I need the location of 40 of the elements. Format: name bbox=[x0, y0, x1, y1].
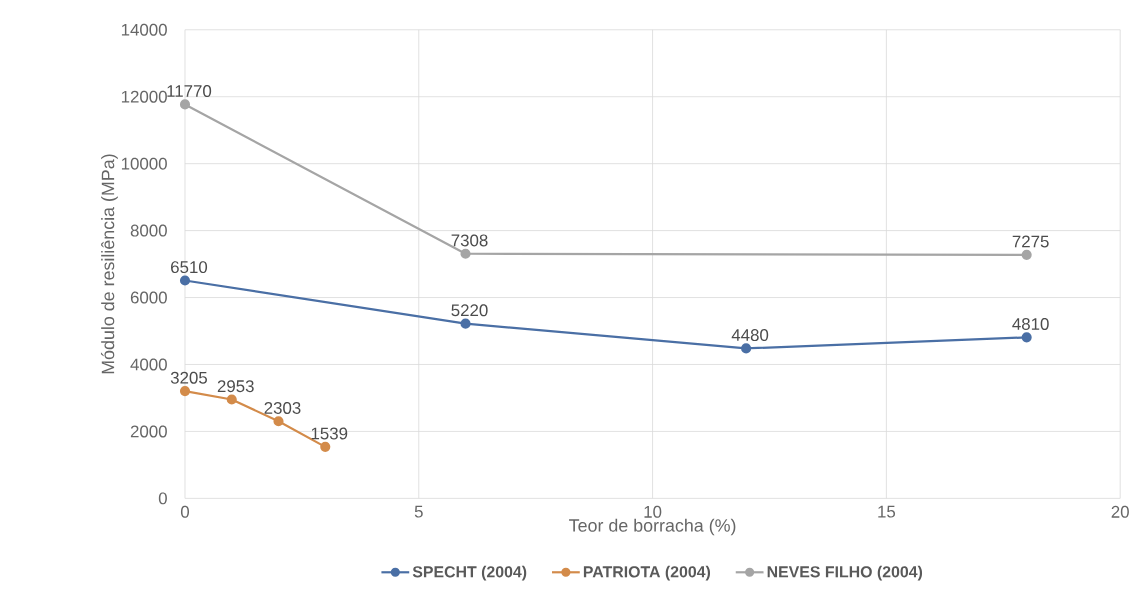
data-label: 6510 bbox=[171, 261, 208, 274]
data-label: 4810 bbox=[1012, 318, 1049, 331]
y-tick-label: 12000 bbox=[121, 90, 167, 103]
point bbox=[460, 318, 471, 329]
data-label: 7275 bbox=[1012, 235, 1049, 248]
data-label: 2953 bbox=[217, 380, 254, 393]
x-axis-title: Teor de borracha (%) bbox=[569, 518, 736, 536]
legend-label: SPECHT (2004) bbox=[412, 566, 527, 581]
point bbox=[1021, 250, 1032, 261]
legend-label: PATRIOTA (2004) bbox=[583, 566, 711, 581]
x-tick-label: 0 bbox=[180, 506, 190, 519]
legend-label: NEVES FILHO (2004) bbox=[767, 566, 923, 581]
point bbox=[1021, 332, 1032, 343]
point bbox=[320, 442, 331, 453]
data-label: 7308 bbox=[451, 234, 488, 247]
point bbox=[179, 99, 191, 110]
y-axis-title: Módulo de resiliência (MPa) bbox=[100, 154, 118, 374]
x-tick-label: 15 bbox=[878, 506, 896, 518]
point bbox=[741, 343, 752, 354]
point bbox=[273, 416, 284, 427]
x-tick-label: 20 bbox=[1111, 506, 1129, 519]
point bbox=[226, 394, 237, 405]
point bbox=[179, 275, 191, 286]
y-tick-label: 2000 bbox=[130, 425, 167, 438]
x-tick-label: 5 bbox=[414, 506, 423, 518]
data-label: 11770 bbox=[167, 85, 212, 98]
y-tick-label: 14000 bbox=[121, 24, 167, 36]
y-tick-label: 8000 bbox=[130, 224, 167, 237]
data-label: 4480 bbox=[731, 329, 769, 342]
point bbox=[179, 386, 191, 397]
data-label: 1539 bbox=[311, 427, 348, 440]
point bbox=[460, 248, 471, 260]
data-label: 5220 bbox=[451, 304, 488, 317]
data-label: 3205 bbox=[170, 371, 208, 384]
data-label: 2303 bbox=[264, 402, 301, 415]
x-tick-label: 10 bbox=[644, 506, 662, 519]
y-tick-label: 6000 bbox=[130, 291, 167, 304]
y-tick-label: 10000 bbox=[121, 157, 167, 170]
y-tick-label: 0 bbox=[158, 492, 167, 505]
y-tick-label: 4000 bbox=[130, 358, 167, 371]
